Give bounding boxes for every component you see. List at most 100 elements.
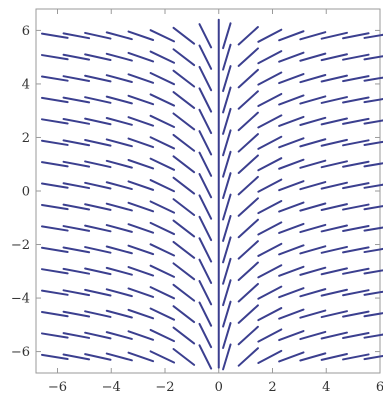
slope-segment xyxy=(299,288,327,298)
slope-segment xyxy=(320,331,348,340)
slope-segment xyxy=(62,96,91,104)
slope-segment xyxy=(278,115,305,127)
slope-segment xyxy=(320,96,348,104)
slope-segment xyxy=(198,215,213,242)
slope-segment xyxy=(84,160,112,169)
slope-segment xyxy=(149,350,176,364)
slope-segment xyxy=(299,352,327,362)
slope-segment xyxy=(320,203,348,211)
slope-segment xyxy=(320,53,348,62)
slope-segment xyxy=(342,96,370,104)
slope-segment xyxy=(320,288,348,297)
slope-segment xyxy=(320,74,348,83)
slope-segment xyxy=(62,246,91,254)
slope-segment xyxy=(84,267,112,276)
slope-segment xyxy=(40,182,69,189)
slope-segment xyxy=(40,75,69,82)
slope-segment xyxy=(320,117,348,126)
slope-segment xyxy=(127,223,155,234)
slope-segment xyxy=(278,287,305,299)
slope-segment xyxy=(299,74,327,84)
x-tick-label: 0 xyxy=(215,380,223,395)
slope-segment xyxy=(105,31,133,41)
slope-segment xyxy=(172,133,196,152)
slope-segment xyxy=(172,219,196,238)
slope-segment xyxy=(40,139,69,146)
slope-segment xyxy=(363,354,383,361)
slope-segment xyxy=(237,175,259,196)
slope-segment xyxy=(40,225,69,232)
slope-segment xyxy=(278,201,305,213)
slope-segment xyxy=(84,353,112,361)
slope-segment xyxy=(62,225,91,232)
slope-segment xyxy=(278,330,305,342)
slope-segment xyxy=(62,203,91,211)
slope-segment xyxy=(40,246,69,253)
slope-segment xyxy=(172,176,196,195)
slope-segment xyxy=(363,119,383,125)
slope-segment xyxy=(320,245,348,254)
slope-segment xyxy=(127,351,155,363)
slope-segment xyxy=(40,96,69,104)
slope-segment xyxy=(127,330,155,341)
slope-segment xyxy=(105,266,133,276)
slope-segment xyxy=(172,48,196,67)
x-tick-label: −6 xyxy=(48,380,67,395)
slope-segment xyxy=(40,353,69,361)
slope-segment xyxy=(84,74,112,83)
slope-segment xyxy=(172,283,196,302)
x-tick-label: 4 xyxy=(322,380,330,395)
slope-segment xyxy=(172,262,196,281)
slope-segment xyxy=(198,258,213,284)
slope-segment xyxy=(299,138,327,148)
slope-segment xyxy=(299,31,327,41)
slope-segment xyxy=(237,133,259,153)
slope-segment xyxy=(172,240,196,259)
slope-segment xyxy=(40,311,69,318)
slope-segment xyxy=(84,310,112,318)
slope-segment xyxy=(237,26,259,46)
slope-segment xyxy=(278,180,305,192)
slope-segment xyxy=(62,53,91,61)
slope-segment xyxy=(222,150,232,178)
slope-segment xyxy=(198,301,213,327)
slope-segment xyxy=(320,31,348,40)
slope-segment xyxy=(278,30,305,42)
slope-segment xyxy=(363,290,383,296)
slope-segment xyxy=(198,173,213,199)
slope-segment xyxy=(222,193,232,221)
slope-segment xyxy=(105,117,133,126)
slope-segment xyxy=(105,245,133,255)
slope-segment xyxy=(127,94,155,106)
slope-segment xyxy=(257,71,283,86)
slope-segment xyxy=(40,161,69,168)
slope-segment xyxy=(278,137,305,149)
slope-segment xyxy=(127,287,155,298)
slope-segment xyxy=(278,158,305,170)
slope-segment xyxy=(342,267,370,275)
slope-segment xyxy=(127,51,155,63)
slope-segment xyxy=(105,74,133,83)
y-tick-labels: 6 4 2 0 −2 −4 −6 xyxy=(11,24,30,360)
slope-segment xyxy=(342,353,370,361)
slope-segment xyxy=(320,181,348,190)
slope-segment xyxy=(105,352,133,362)
slope-segment xyxy=(363,98,383,104)
slope-segment xyxy=(172,305,196,324)
slope-segment xyxy=(257,50,283,65)
slope-segment xyxy=(278,265,305,277)
y-tick-label: 6 xyxy=(22,24,30,39)
slope-segment xyxy=(149,114,176,128)
slope-segment xyxy=(299,309,327,319)
slope-segment xyxy=(257,328,283,343)
slope-segment xyxy=(237,197,259,217)
slope-segment xyxy=(105,159,133,169)
slope-segment xyxy=(363,140,383,146)
slope-segment xyxy=(342,246,370,254)
slope-segment xyxy=(198,322,213,349)
tick-marks xyxy=(36,9,381,373)
slope-segment xyxy=(222,322,232,349)
slope-segment xyxy=(257,264,283,279)
slope-segment xyxy=(198,344,213,370)
